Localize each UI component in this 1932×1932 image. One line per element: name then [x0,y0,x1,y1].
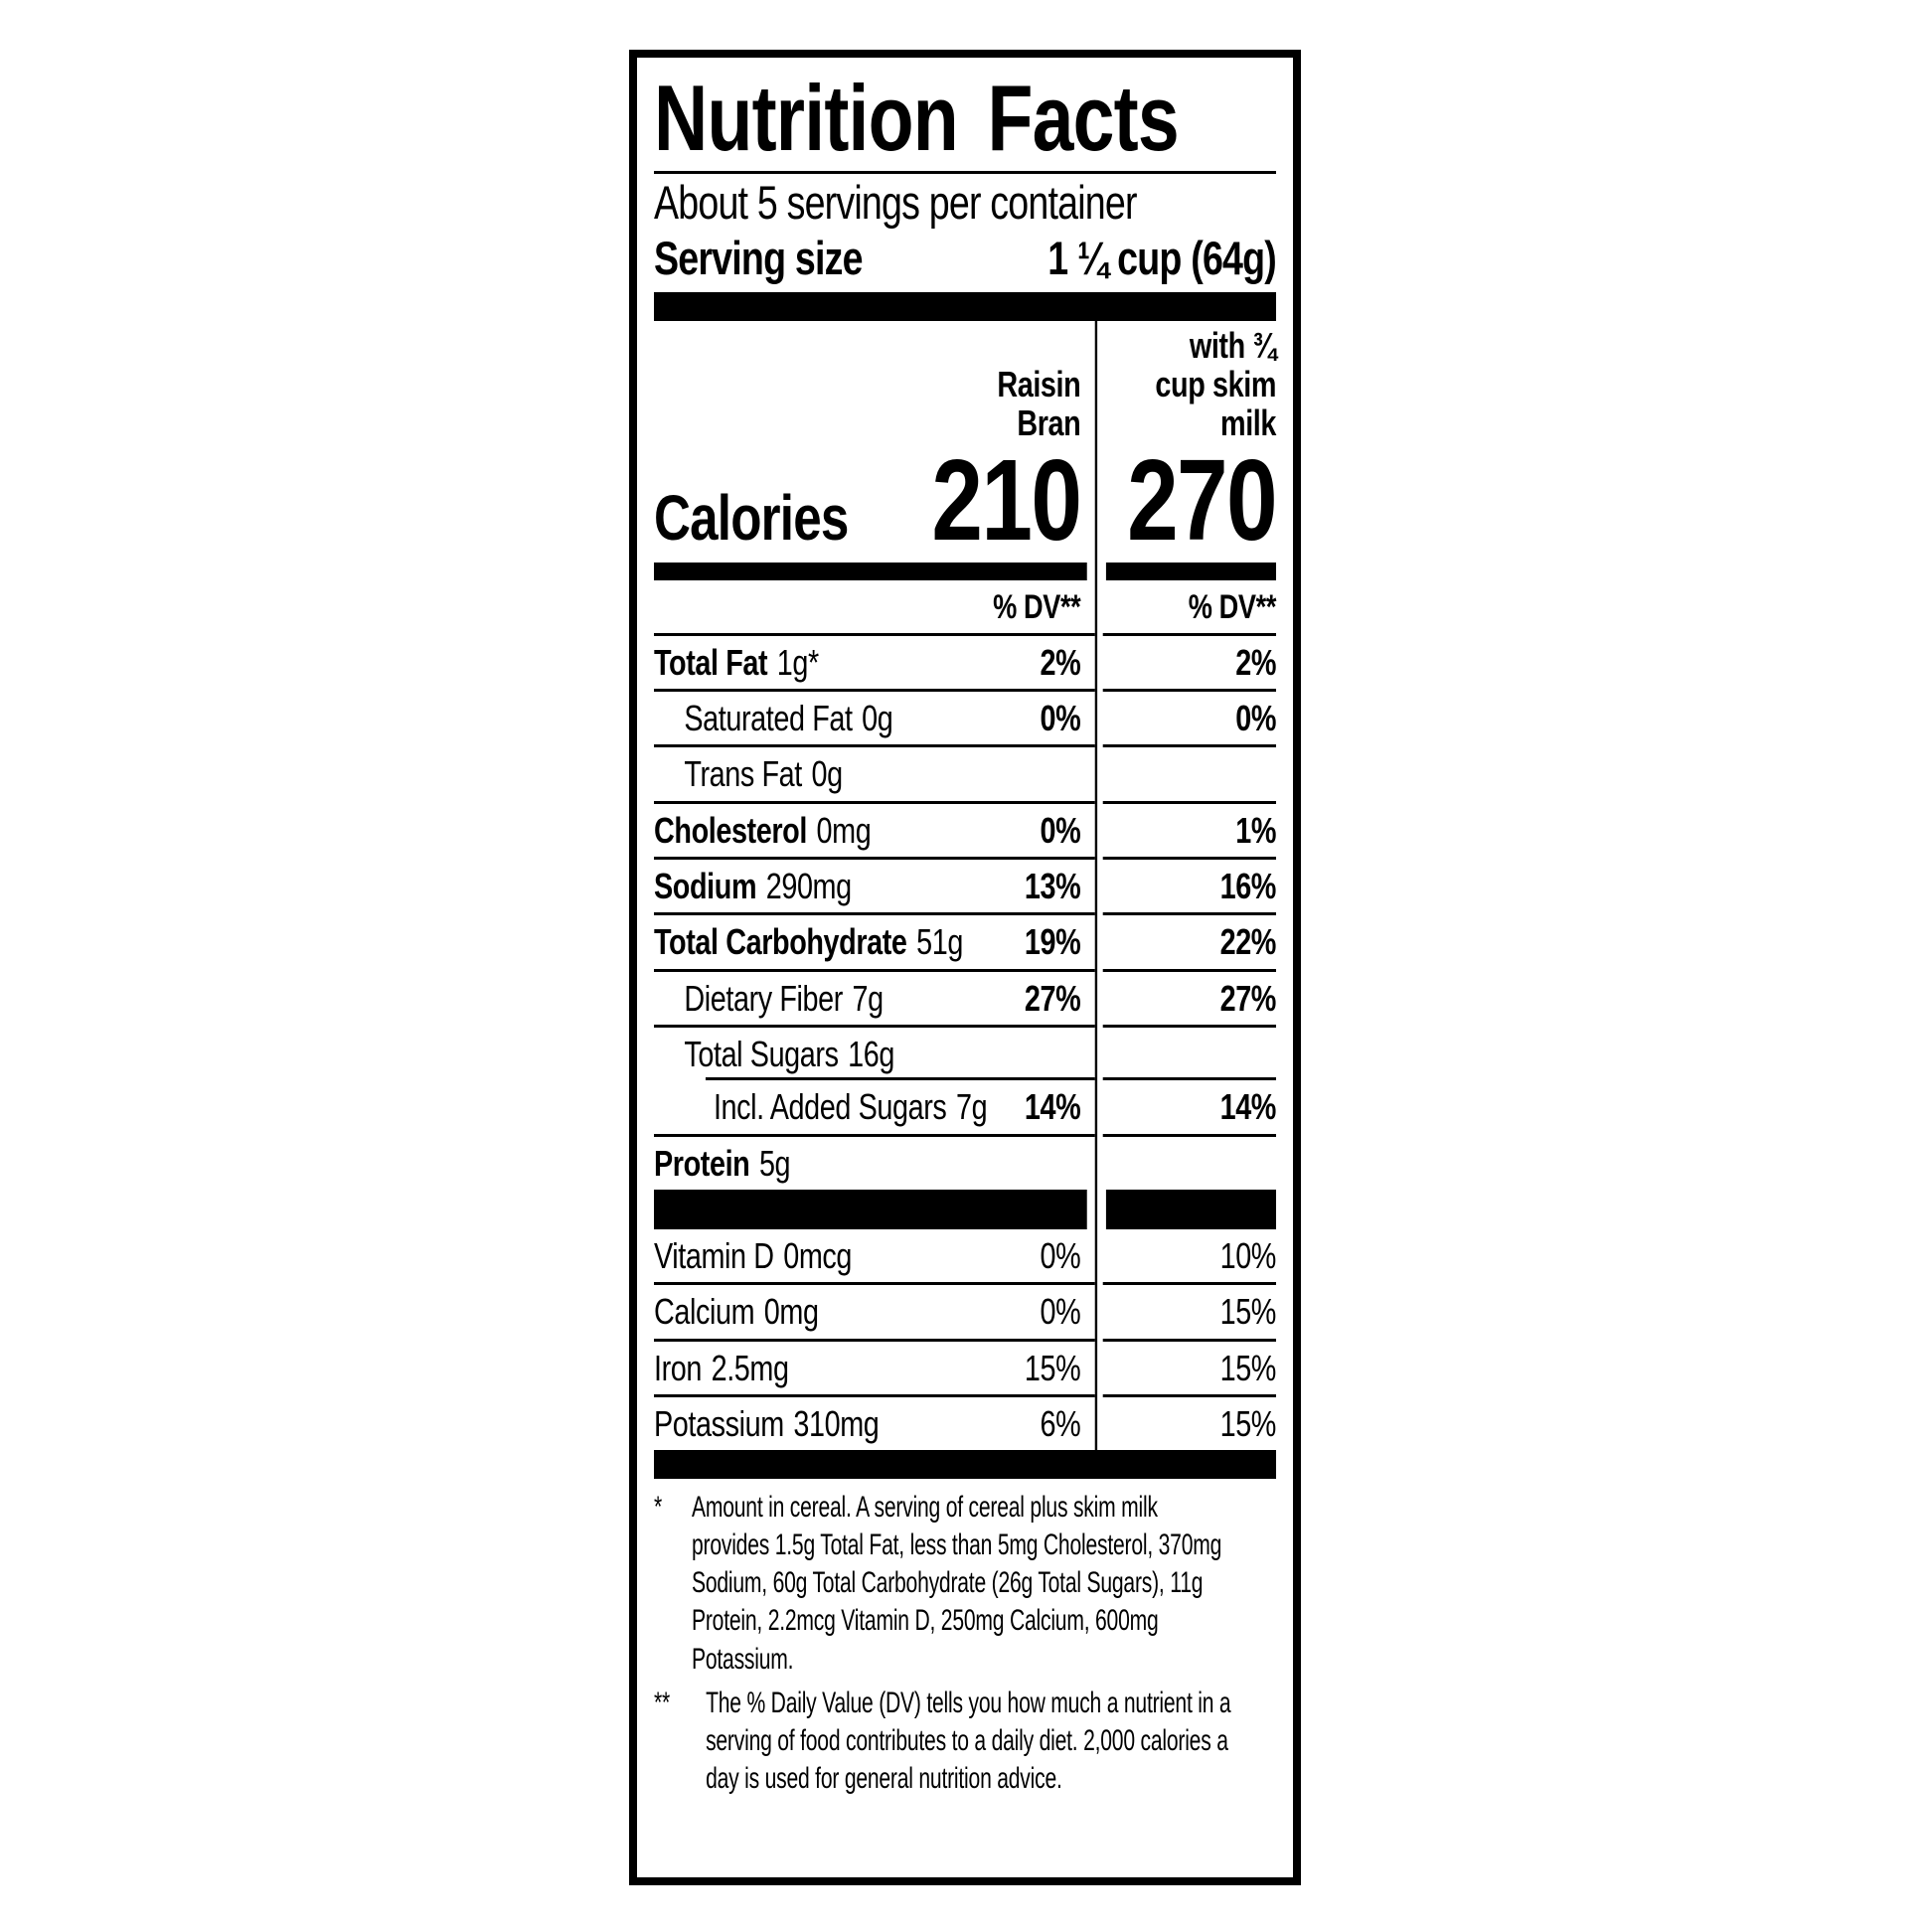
serving-size-value: 1 ¼ cup (64g) [1047,231,1277,284]
footnote-text: Amount in cereal. A serving of cereal pl… [691,1491,1222,1676]
thick-separator-bar-bottom [654,1450,1277,1480]
nutrient-row-dietary-fiber: Dietary Fiber 7g 27% 27% [654,972,1276,1028]
footnote-cereal: * Amount in cereal. A serving of cereal … [654,1489,1273,1678]
footnote-daily-value: ** The % Daily Value (DV) tells you how … [654,1685,1273,1798]
footnote-text: The % Daily Value (DV) tells you how muc… [706,1686,1231,1795]
serving-size-row: Serving size 1 ¼ cup (64g) [654,231,1277,285]
calories-label: Calories [654,481,849,554]
dv-header-row: % DV** % DV** [654,580,1276,636]
serving-size-label: Serving size [654,231,864,284]
calories-row: Calories 210 270 [654,434,1278,564]
nutrient-row-added-sugars: Incl. Added Sugars 7g 14% 14% [654,1080,1276,1137]
footnote-marker: * [654,1491,663,1525]
nutrient-row-protein: Protein 5g [654,1142,791,1184]
vitamin-row-iron: Iron 2.5mg 15% 15% [654,1342,1276,1397]
footnotes: * Amount in cereal. A serving of cereal … [654,1489,1273,1798]
nutrient-row-trans-fat: Trans Fat 0g [654,747,1277,804]
nutrient-row-saturated-fat: Saturated Fat 0g 0% 0% [654,692,1276,748]
two-column-section: Raisin Bran with ¾ cup skim milk Calorie… [654,321,1278,1451]
column-divider-line [1094,321,1098,1451]
nutrient-row-total-sugars: Total Sugars 16g [654,1028,1277,1081]
calories-cereal-value: 210 [931,434,1082,564]
label-content: Nutrition Facts About 5 servings per con… [654,66,1278,1798]
column-header-with-milk: with ¾ cup skim milk [1155,325,1277,443]
vitamin-row-calcium: Calcium 0mg 0% 15% [654,1285,1276,1342]
calories-milk-value: 270 [1127,434,1278,564]
thick-separator-bar-top [654,292,1277,322]
column-headers: Raisin Bran with ¾ cup skim milk [654,321,1276,443]
dv-header-cereal: % DV** [654,580,1095,636]
thick-separator-bar-split [654,562,1277,580]
nutrient-row-total-fat: Total Fat 1g* 2% 2% [654,636,1276,693]
thick-separator-bar-vitamins [654,1189,1277,1229]
dv-header-milk: % DV** [1102,580,1276,636]
servings-per-container: About 5 servings per container [654,176,1137,229]
vitamin-row-vitamin-d: Vitamin D 0mcg 0% 10% [654,1229,1276,1286]
nutrient-row-total-carbohydrate: Total Carbohydrate 51g 19% 22% [654,915,1276,972]
label-title: Nutrition Facts [654,66,1180,170]
column-header-cereal: Raisin Bran [997,364,1081,443]
nutrition-facts-label: Nutrition Facts About 5 servings per con… [629,50,1301,1885]
vitamin-row-potassium: Potassium 310mg 6% 15% [654,1402,1277,1444]
nutrient-row-sodium: Sodium 290mg 13% 16% [654,860,1276,916]
title-rule [654,171,1277,174]
footnote-marker: ** [654,1686,671,1719]
nutrient-row-cholesterol: Cholesterol 0mg 0% 1% [654,804,1276,861]
